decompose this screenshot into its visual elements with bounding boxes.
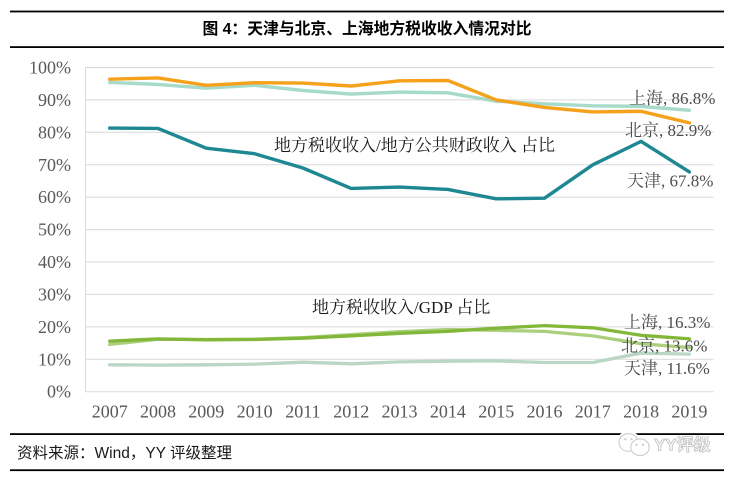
svg-text:2018: 2018 bbox=[623, 402, 659, 422]
svg-text:2012: 2012 bbox=[333, 402, 369, 422]
svg-text:2013: 2013 bbox=[382, 402, 418, 422]
svg-text:YY评级: YY评级 bbox=[654, 435, 711, 455]
svg-text:2009: 2009 bbox=[188, 402, 224, 422]
svg-text:2014: 2014 bbox=[430, 402, 466, 422]
svg-text:上海, 16.3%: 上海, 16.3% bbox=[624, 313, 710, 332]
svg-text:图 4：天津与北京、上海地方税收收入情况对比: 图 4：天津与北京、上海地方税收收入情况对比 bbox=[202, 19, 531, 38]
svg-text:地方税收收入/地方公共财政收入 占比: 地方税收收入/地方公共财政收入 占比 bbox=[274, 136, 555, 155]
svg-text:20%: 20% bbox=[38, 317, 71, 337]
svg-text:60%: 60% bbox=[38, 187, 71, 207]
svg-text:80%: 80% bbox=[38, 122, 71, 142]
svg-text:2017: 2017 bbox=[575, 402, 611, 422]
svg-text:天津, 67.8%: 天津, 67.8% bbox=[627, 171, 713, 190]
svg-text:2019: 2019 bbox=[671, 402, 707, 422]
svg-text:70%: 70% bbox=[38, 155, 71, 175]
svg-text:40%: 40% bbox=[38, 252, 71, 272]
svg-text:2008: 2008 bbox=[140, 402, 176, 422]
svg-text:90%: 90% bbox=[38, 90, 71, 110]
svg-text:地方税收收入/GDP 占比: 地方税收收入/GDP 占比 bbox=[312, 298, 490, 317]
svg-text:北京, 82.9%: 北京, 82.9% bbox=[625, 121, 711, 140]
svg-text:上海, 86.8%: 上海, 86.8% bbox=[629, 89, 715, 108]
svg-text:2016: 2016 bbox=[527, 402, 563, 422]
svg-text:天津, 11.6%: 天津, 11.6% bbox=[624, 359, 710, 378]
svg-text:50%: 50% bbox=[38, 220, 71, 240]
svg-text:2010: 2010 bbox=[237, 402, 273, 422]
svg-text:2011: 2011 bbox=[285, 402, 320, 422]
svg-text:100%: 100% bbox=[29, 58, 71, 78]
svg-text:2015: 2015 bbox=[478, 402, 514, 422]
svg-text:资料来源：Wind，YY 评级整理: 资料来源：Wind，YY 评级整理 bbox=[17, 444, 232, 462]
svg-text:30%: 30% bbox=[38, 284, 71, 304]
svg-text:2007: 2007 bbox=[92, 402, 128, 422]
svg-text:10%: 10% bbox=[38, 349, 71, 369]
svg-text:0%: 0% bbox=[47, 382, 71, 402]
svg-text:北京, 13.6%: 北京, 13.6% bbox=[621, 336, 707, 355]
